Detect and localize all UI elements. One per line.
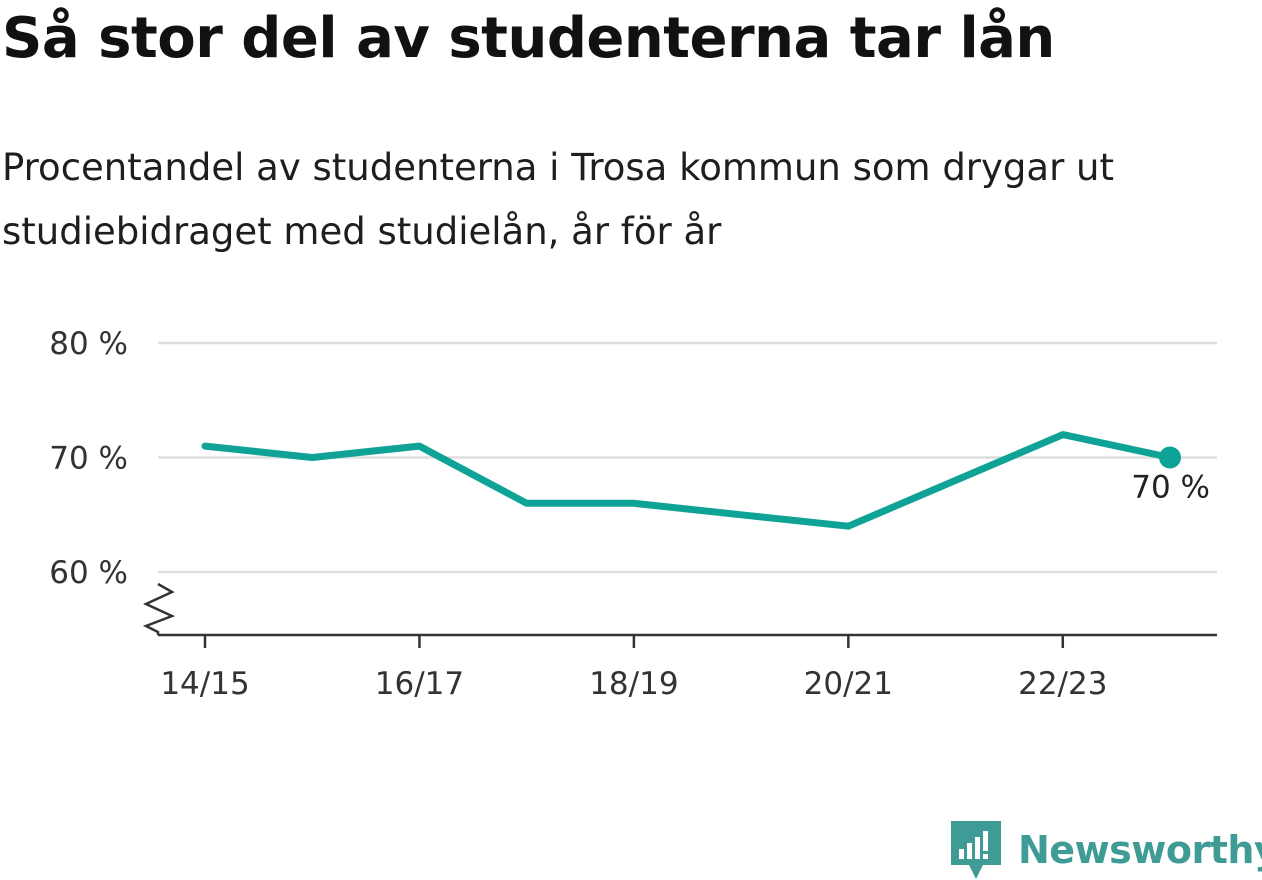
x-tick-label: 22/23: [1018, 666, 1107, 702]
x-tick-label: 14/15: [160, 666, 249, 702]
chart-title: Så stor del av studenterna tar lån: [2, 6, 1055, 71]
x-tick-label: 16/17: [375, 666, 464, 702]
y-axis-break: [142, 582, 176, 635]
brand-name: Newsworthy: [1018, 828, 1262, 872]
end-value-label: 70 %: [1131, 470, 1210, 506]
y-tick-label: 60 %: [49, 555, 128, 591]
end-point: [1159, 446, 1181, 469]
series: [201, 431, 1181, 530]
x-tick-label: 18/19: [589, 666, 678, 702]
y-tick-label: 80 %: [49, 326, 128, 362]
y-tick-label: 70 %: [49, 441, 128, 477]
newsworthy-logo-icon: [951, 821, 1001, 879]
series-line: [201, 431, 1174, 530]
newsworthy-logo: Newsworthy: [951, 820, 1262, 880]
axes: [142, 582, 1217, 648]
chart-subtitle: Procentandel av studenterna i Trosa komm…: [2, 146, 1115, 253]
labels: 60 % 70 % 80 % 14/15 16/17 18/19 20/21 22/23 70 …: [49, 326, 1210, 702]
x-tick-label: 20/21: [804, 666, 893, 702]
